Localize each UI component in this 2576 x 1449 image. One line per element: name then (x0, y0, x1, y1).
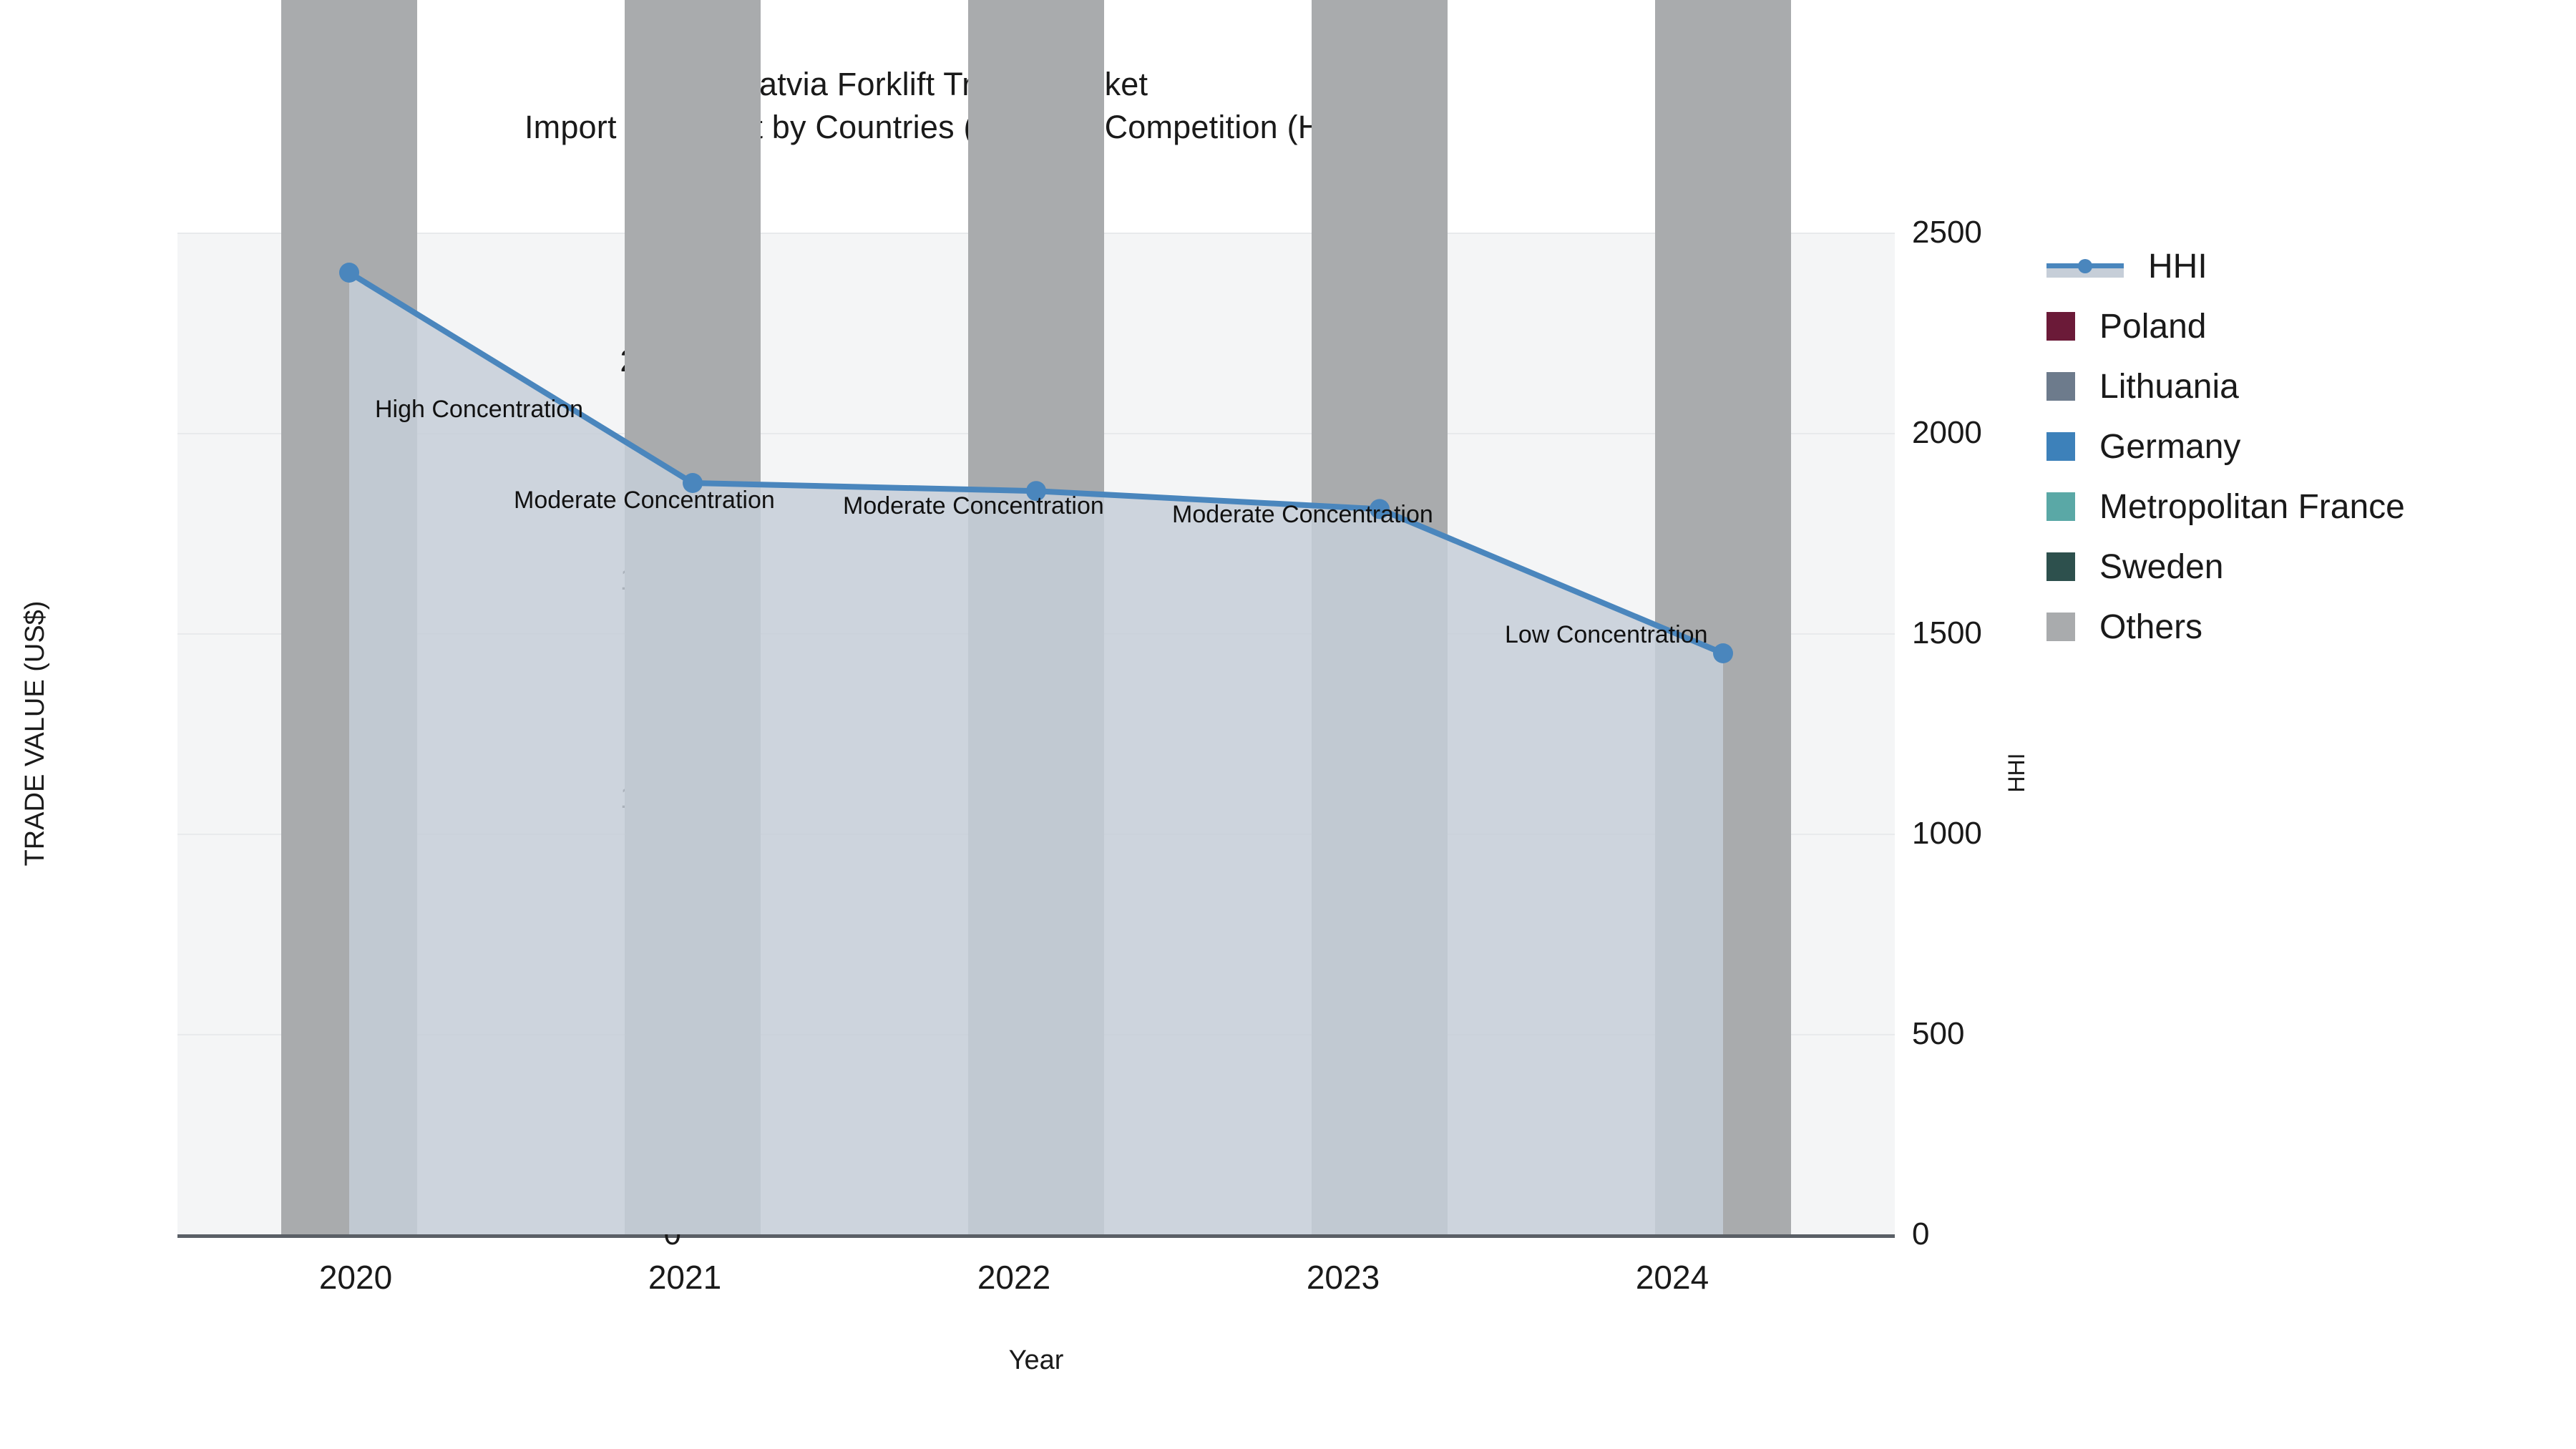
legend-label-hhi: HHI (2148, 247, 2207, 286)
x-axis-line (177, 1234, 1895, 1238)
legend-label-germany: Germany (2099, 427, 2241, 466)
others-swatch-icon (2046, 613, 2075, 641)
hhi-annotation-2023: Moderate Concentration (1172, 501, 1433, 528)
hhi-annotation-2022: Moderate Concentration (843, 492, 1104, 519)
hhi-point-2024[interactable] (1713, 643, 1733, 663)
legend-item-metropolitan-france[interactable]: Metropolitan France (2046, 477, 2562, 537)
y-axis-right-tick-2000: 2000 (1912, 415, 1982, 450)
hhi-overlay (339, 263, 1733, 1234)
legend-item-poland[interactable]: Poland (2046, 296, 2562, 356)
hhi-annotation-2021: Moderate Concentration (514, 487, 775, 514)
x-axis-tick-2024: 2024 (1635, 1259, 1709, 1296)
legend: HHI Poland Lithuania Germany Metropolita… (2046, 236, 2562, 657)
y-axis-right-tick-2500: 2500 (1912, 215, 1982, 250)
hhi-point-2022[interactable] (1026, 481, 1046, 502)
hhi-point-2021[interactable] (683, 473, 703, 493)
legend-item-lithuania[interactable]: Lithuania (2046, 356, 2562, 416)
legend-label-poland: Poland (2099, 307, 2207, 346)
legend-label-others: Others (2099, 608, 2203, 646)
legend-label-metropolitan-france: Metropolitan France (2099, 487, 2405, 526)
x-axis-tick-2022: 2022 (977, 1259, 1051, 1296)
legend-label-lithuania: Lithuania (2099, 367, 2239, 406)
x-axis-title: Year (1008, 1345, 1064, 1375)
hhi-point-2023[interactable] (1370, 499, 1390, 519)
poland-swatch-icon (2046, 312, 2075, 341)
y-axis-right-tick-500: 500 (1912, 1016, 1965, 1051)
y-axis-right-title: HHI (2004, 753, 2029, 793)
y-axis-left-title: TRADE VALUE (US$) (20, 600, 50, 867)
germany-swatch-icon (2046, 432, 2075, 461)
hhi-annotation-2020: High Concentration (375, 396, 584, 423)
legend-item-hhi[interactable]: HHI (2046, 236, 2562, 296)
lithuania-swatch-icon (2046, 372, 2075, 401)
x-axis-tick-2021: 2021 (648, 1259, 722, 1296)
metropolitan-france-swatch-icon (2046, 492, 2075, 521)
legend-item-germany[interactable]: Germany (2046, 416, 2562, 477)
hhi-point-2020[interactable] (339, 263, 359, 283)
legend-item-sweden[interactable]: Sweden (2046, 537, 2562, 597)
legend-item-others[interactable]: Others (2046, 597, 2562, 657)
x-axis-tick-2023: 2023 (1306, 1259, 1380, 1296)
y-axis-right-tick-1500: 1500 (1912, 615, 1982, 650)
hhi-line-icon (2046, 252, 2124, 280)
legend-label-sweden: Sweden (2099, 547, 2224, 586)
y-axis-right-tick-0: 0 (1912, 1216, 1930, 1252)
y-axis-right-tick-1000: 1000 (1912, 816, 1982, 851)
x-axis-tick-2020: 2020 (318, 1259, 393, 1296)
hhi-annotation-2024: Low Concentration (1505, 621, 1708, 648)
sweden-swatch-icon (2046, 552, 2075, 581)
